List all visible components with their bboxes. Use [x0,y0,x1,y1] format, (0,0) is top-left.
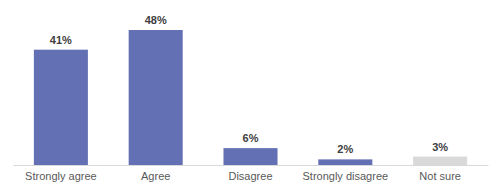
tick: Not sure [419,170,461,182]
data-label: 2% [337,143,353,155]
bar [223,148,277,165]
data-label: 41% [50,34,72,46]
axis-line [14,165,489,166]
tick: Agree [141,170,170,182]
tick-label: Strongly disagree [303,170,389,182]
tick-label: Strongly agree [25,170,97,182]
x-axis: Strongly agree Agree Disagree Strongly disa… [14,166,489,182]
data-label: 6% [243,132,259,144]
tick: Disagree [228,170,272,182]
bar [129,30,183,165]
bar [34,50,88,165]
data-label: 3% [432,141,448,153]
chart: 41%48%6%2%3%Strongly agreeAgreeDisagreeS… [0,0,499,188]
tick: Strongly disagree [303,170,389,182]
data-labels: 41% 48% 6% 2% 3% [50,14,448,155]
tick-label: Disagree [228,170,272,182]
data-label: 48% [145,14,167,26]
plot: 41%48%6%2%3%Strongly agreeAgreeDisagreeS… [14,14,489,182]
bars [34,30,467,165]
tick-label: Not sure [419,170,461,182]
tick-label: Agree [141,170,170,182]
bar [318,159,372,165]
tick: Strongly agree [25,170,97,182]
bar [413,157,467,165]
